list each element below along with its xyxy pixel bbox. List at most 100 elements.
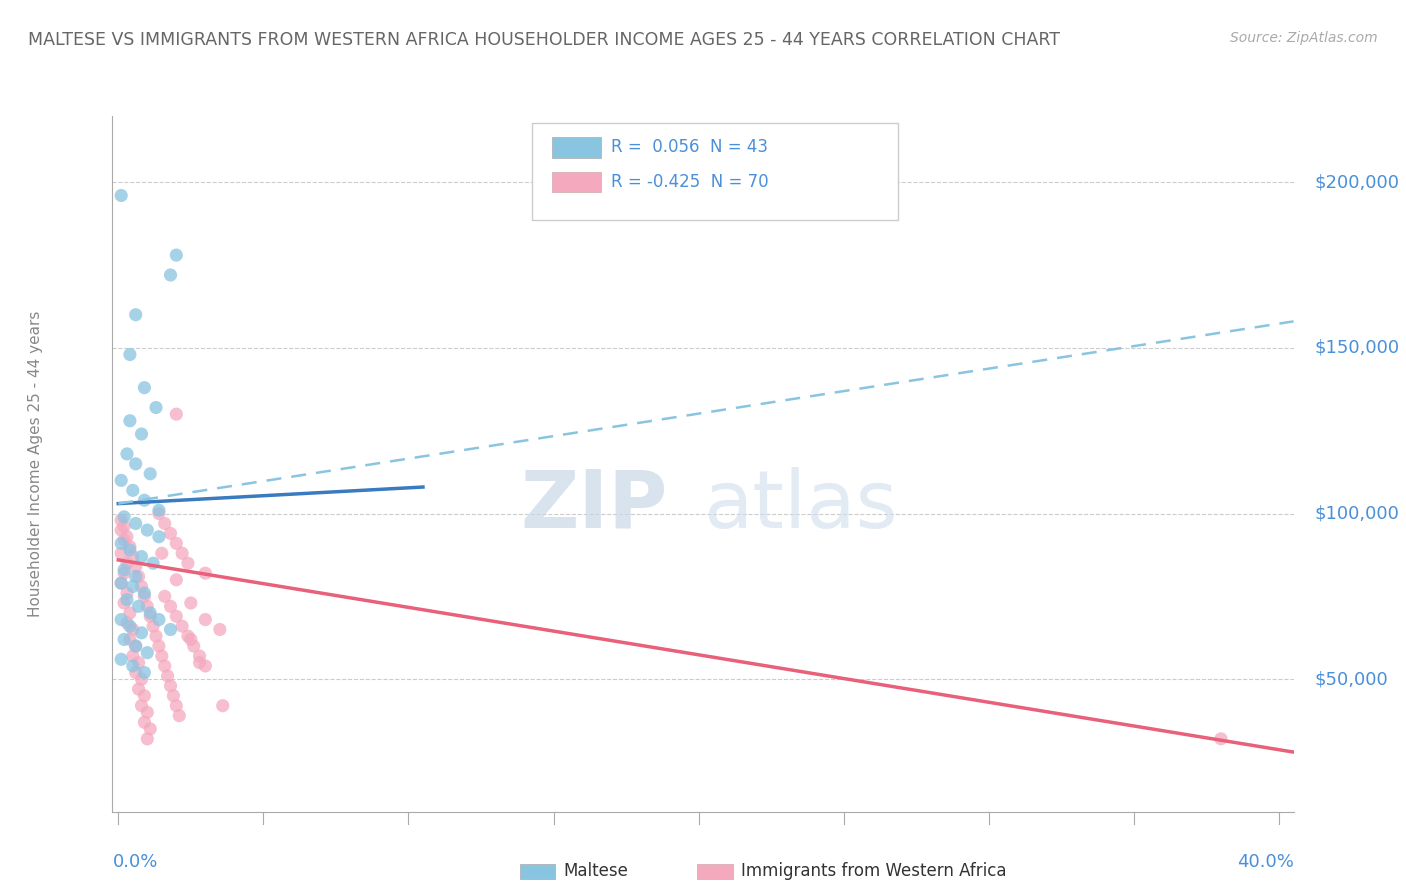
Point [128,656,150,670]
Text: 40.0%: 40.0% [1237,854,1294,871]
Point [134,586,156,600]
Point [121,648,143,663]
Point [165,609,187,624]
Point [131,579,153,593]
Point [131,625,153,640]
Point [128,599,150,614]
Point [118,606,141,620]
Point [139,609,162,624]
Point [118,414,141,428]
Point [112,533,135,547]
FancyBboxPatch shape [531,123,898,220]
Text: $200,000: $200,000 [1315,173,1399,191]
Point [118,540,141,554]
Point [165,248,187,262]
Point [177,629,200,643]
Point [159,526,181,541]
Point [148,613,170,627]
Point [208,623,231,637]
Text: Source: ZipAtlas.com: Source: ZipAtlas.com [1230,31,1378,45]
Point [167,708,190,723]
Point [110,523,132,537]
Point [136,731,159,746]
Text: atlas: atlas [703,467,897,545]
Point [150,546,173,560]
Point [134,590,156,604]
Point [139,467,162,481]
Point [118,347,141,361]
Point [139,722,162,736]
Text: Immigrants from Western Africa: Immigrants from Western Africa [741,862,1007,880]
Point [115,447,138,461]
Point [165,407,187,421]
Point [121,659,143,673]
Point [128,682,150,697]
Text: $150,000: $150,000 [1315,339,1400,357]
Point [172,546,194,560]
Point [112,632,135,647]
FancyBboxPatch shape [551,136,602,158]
Point [194,613,217,627]
Point [153,659,176,673]
Point [131,698,153,713]
Point [110,576,132,591]
Text: R = -0.425  N = 70: R = -0.425 N = 70 [610,173,769,191]
Point [153,516,176,531]
Point [177,556,200,570]
Point [162,689,184,703]
Point [148,503,170,517]
Point [188,656,211,670]
Point [110,613,132,627]
Point [115,586,138,600]
Point [194,566,217,581]
Point [142,556,165,570]
Text: MALTESE VS IMMIGRANTS FROM WESTERN AFRICA HOUSEHOLDER INCOME AGES 25 - 44 YEARS : MALTESE VS IMMIGRANTS FROM WESTERN AFRIC… [28,31,1060,49]
Point [125,665,148,680]
Point [134,493,156,508]
Point [112,520,135,534]
Text: 0.0%: 0.0% [112,854,157,871]
Point [121,623,143,637]
Point [112,563,135,577]
Point [131,427,153,442]
FancyBboxPatch shape [520,863,555,880]
Point [148,639,170,653]
Point [165,698,187,713]
Point [110,546,132,560]
Point [139,606,162,620]
Point [110,188,132,202]
Point [128,569,150,583]
Point [159,623,181,637]
Point [145,629,167,643]
Point [165,573,187,587]
Point [180,632,202,647]
FancyBboxPatch shape [551,171,602,193]
Point [194,659,217,673]
Point [125,516,148,531]
Point [136,706,159,720]
Text: ZIP: ZIP [520,467,668,545]
Text: $50,000: $50,000 [1315,670,1388,689]
Point [150,648,173,663]
Point [134,381,156,395]
Point [115,592,138,607]
Point [110,513,132,527]
Point [134,689,156,703]
Point [110,652,132,666]
Point [115,556,138,570]
Text: R =  0.056  N = 43: R = 0.056 N = 43 [610,138,768,156]
Point [134,665,156,680]
Point [188,648,211,663]
Point [136,599,159,614]
Point [125,639,148,653]
Point [110,474,132,488]
Point [118,632,141,647]
Text: $100,000: $100,000 [1315,505,1399,523]
Point [125,559,148,574]
Point [115,530,138,544]
Point [125,639,148,653]
Point [125,308,148,322]
Point [115,615,138,630]
Point [110,576,132,591]
Point [131,672,153,686]
